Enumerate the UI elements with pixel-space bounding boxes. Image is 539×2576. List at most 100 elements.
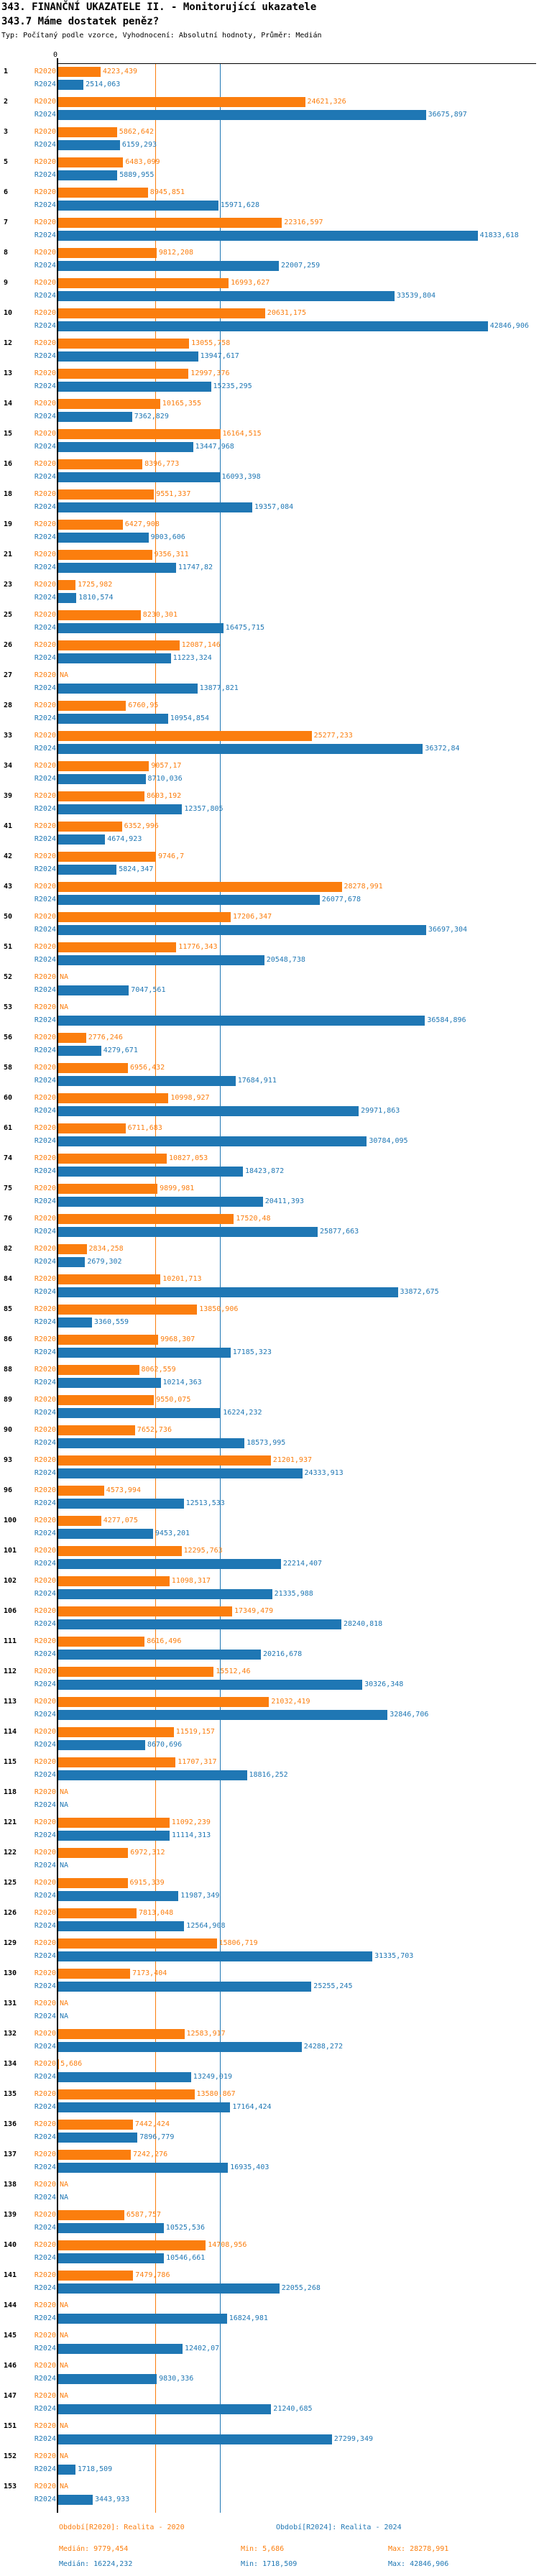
bar-area: 16475,715 bbox=[58, 623, 539, 633]
bar-area: 25255,245 bbox=[58, 1982, 539, 1992]
value-label-r2020: 13580,867 bbox=[196, 2090, 236, 2098]
value-label-r2024: 27299,349 bbox=[333, 2435, 373, 2443]
bar-area: 12357,805 bbox=[58, 804, 539, 814]
value-label-r2020: 4223,439 bbox=[102, 68, 138, 75]
bar-pair: 100 R2020 4277,075 R2024 9453,201 bbox=[0, 1516, 539, 1539]
series-label-r2020: R2020 bbox=[34, 883, 56, 891]
value-label-r2024: 16935,403 bbox=[230, 2163, 270, 2171]
bar-row-r2024: R2024 1810,574 bbox=[0, 593, 539, 603]
bar-row-r2024: R2024 16935,403 bbox=[0, 2163, 539, 2173]
bar-r2024 bbox=[58, 1559, 281, 1569]
bar-row-r2020: 12 R2020 13055,758 bbox=[0, 339, 539, 349]
series-label-r2020: R2020 bbox=[34, 279, 56, 287]
row-number: 144 bbox=[4, 2301, 17, 2309]
row-number: 34 bbox=[4, 762, 13, 770]
bar-pair: 52 R2020 NA R2024 7047,561 bbox=[0, 972, 539, 995]
bar-pair: 153 R2020 NA R2024 3443,933 bbox=[0, 2482, 539, 2505]
bar-r2020 bbox=[58, 67, 101, 77]
row-number: 41 bbox=[4, 822, 13, 830]
series-label-r2024: R2024 bbox=[34, 2224, 56, 2232]
value-label-r2020: 15806,719 bbox=[218, 1939, 258, 1947]
value-label-r2020: 9812,208 bbox=[158, 249, 194, 257]
row-number: 56 bbox=[4, 1034, 13, 1041]
bar-area: 12583,917 bbox=[58, 2029, 539, 2039]
bar-area: 7362,829 bbox=[58, 412, 539, 422]
value-label-r2024: 18573,995 bbox=[247, 1439, 286, 1447]
chart-rows: 1 R2020 4223,439 R2024 2514,063 2 R2020 24621,3… bbox=[0, 67, 539, 2512]
bar-pair: 122 R2020 6972,312 R2024 NA bbox=[0, 1848, 539, 1871]
bar-r2024 bbox=[58, 925, 426, 935]
bar-row-r2024: R2024 NA bbox=[0, 2193, 539, 2203]
series-label-r2020: R2020 bbox=[34, 1064, 56, 1072]
value-label-r2020: 7652,736 bbox=[137, 1426, 172, 1434]
bar-area: 17349,479 bbox=[58, 1606, 539, 1616]
series-label-r2020: R2020 bbox=[34, 2271, 56, 2279]
row-number: 74 bbox=[4, 1154, 13, 1162]
series-label-r2024: R2024 bbox=[34, 2375, 56, 2383]
value-label-r2020: 7442,424 bbox=[134, 2120, 170, 2128]
bar-row-r2020: 41 R2020 6352,996 bbox=[0, 822, 539, 832]
bar-area: 9003,606 bbox=[58, 533, 539, 543]
bar-area: 25277,233 bbox=[58, 731, 539, 741]
value-label-r2020: 10201,713 bbox=[162, 1275, 202, 1283]
value-label-r2024: 4674,923 bbox=[107, 835, 142, 843]
bar-area: 6760,95 bbox=[58, 701, 539, 711]
bar-area: 1718,509 bbox=[58, 2465, 539, 2475]
value-label-r2020: 8230,301 bbox=[142, 611, 178, 619]
bar-r2024 bbox=[58, 2495, 93, 2505]
series-label-r2024: R2024 bbox=[34, 352, 56, 360]
bar-pair: 93 R2020 21201,937 R2024 24333,913 bbox=[0, 1455, 539, 1478]
bar-pair: 85 R2020 13850,906 R2024 3360,559 bbox=[0, 1305, 539, 1328]
bar-area: 20411,393 bbox=[58, 1197, 539, 1207]
bar-area: NA bbox=[58, 2361, 539, 2371]
bar-r2020 bbox=[58, 1335, 159, 1345]
value-label-r2024: 21335,988 bbox=[274, 1590, 313, 1598]
bar-pair: 145 R2020 NA R2024 12402,07 bbox=[0, 2331, 539, 2354]
row-number: 26 bbox=[4, 641, 13, 649]
bar-row-r2020: 56 R2020 2776,246 bbox=[0, 1033, 539, 1043]
na-label-r2020: NA bbox=[60, 2000, 69, 2007]
bar-row-r2024: R2024 22007,259 bbox=[0, 261, 539, 271]
series-label-r2020: R2020 bbox=[34, 2422, 56, 2430]
bar-row-r2020: 114 R2020 11519,157 bbox=[0, 1727, 539, 1737]
value-label-r2024: 24333,913 bbox=[304, 1469, 344, 1477]
bar-r2020 bbox=[58, 1727, 174, 1737]
series-label-r2020: R2020 bbox=[34, 2090, 56, 2098]
bar-r2024 bbox=[58, 2465, 75, 2475]
bar-row-r2024: R2024 10525,536 bbox=[0, 2223, 539, 2233]
bar-area: 13877,821 bbox=[58, 684, 539, 694]
row-number: 33 bbox=[4, 732, 13, 740]
series-label-r2020: R2020 bbox=[34, 2030, 56, 2038]
bar-pair: 135 R2020 13580,867 R2024 17164,424 bbox=[0, 2089, 539, 2112]
series-label-r2024: R2024 bbox=[34, 1530, 56, 1537]
series-label-r2020: R2020 bbox=[34, 158, 56, 166]
bar-r2024 bbox=[58, 231, 478, 241]
row-number: 96 bbox=[4, 1486, 13, 1494]
value-label-r2024: 16475,715 bbox=[225, 624, 264, 632]
bar-area: 3360,559 bbox=[58, 1317, 539, 1328]
series-label-r2020: R2020 bbox=[34, 339, 56, 347]
bar-row-r2024: R2024 18423,872 bbox=[0, 1167, 539, 1177]
bar-pair: 151 R2020 NA R2024 27299,349 bbox=[0, 2421, 539, 2444]
series-label-r2024: R2024 bbox=[34, 201, 56, 209]
row-number: 23 bbox=[4, 581, 13, 589]
row-number: 21 bbox=[4, 551, 13, 558]
value-label-r2024: 41833,618 bbox=[479, 231, 519, 239]
bar-area: 12295,763 bbox=[58, 1546, 539, 1556]
series-label-r2024: R2024 bbox=[34, 413, 56, 420]
bar-r2024 bbox=[58, 563, 176, 573]
bar-row-r2024: R2024 31335,703 bbox=[0, 1951, 539, 1961]
bar-pair: 146 R2020 NA R2024 9830,336 bbox=[0, 2361, 539, 2384]
series-label-r2024: R2024 bbox=[34, 1409, 56, 1417]
bar-row-r2020: 76 R2020 17520,48 bbox=[0, 1214, 539, 1224]
series-label-r2020: R2020 bbox=[34, 1577, 56, 1585]
bar-pair: 75 R2020 9899,981 R2024 20411,393 bbox=[0, 1184, 539, 1207]
value-label-r2020: 8603,192 bbox=[147, 792, 182, 800]
row-number: 52 bbox=[4, 973, 13, 981]
bar-area: 4277,075 bbox=[58, 1516, 539, 1526]
row-number: 19 bbox=[4, 520, 13, 528]
value-label-r2024: 36372,84 bbox=[425, 745, 460, 753]
bar-r2024 bbox=[58, 1710, 388, 1720]
row-number: 60 bbox=[4, 1094, 13, 1102]
stat-max-r2020: Max: 28278,991 bbox=[388, 2545, 449, 2553]
